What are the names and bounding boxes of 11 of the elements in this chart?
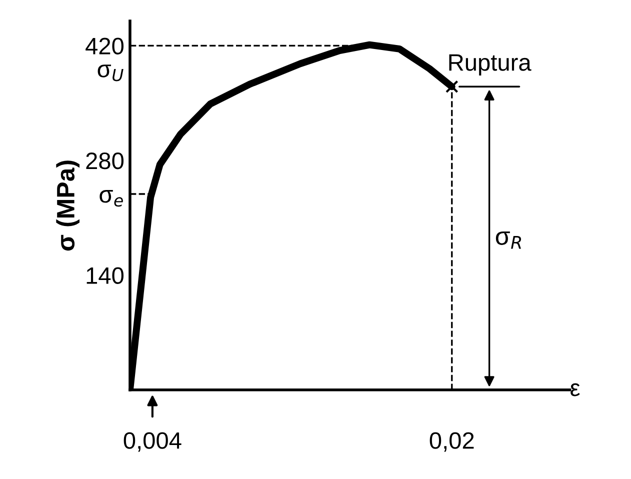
y-tick-label: 420: [86, 38, 124, 54]
x-tick-label: 0,004: [124, 432, 182, 452]
y-tick-label: 280: [86, 152, 124, 170]
annotation: Ruptura: [449, 54, 532, 76]
y-tick-label: σ$_{e}$: [100, 190, 123, 207]
x-axis-title: ε: [570, 383, 580, 396]
y-tick-label: 140: [86, 267, 124, 284]
y-axis-title: σ (MPa): [56, 160, 80, 251]
x-tick-label: 0,02: [430, 432, 474, 452]
annotation: σ$_{R}$: [496, 231, 522, 249]
y-tick-label: σ$_{U}$: [98, 64, 124, 82]
